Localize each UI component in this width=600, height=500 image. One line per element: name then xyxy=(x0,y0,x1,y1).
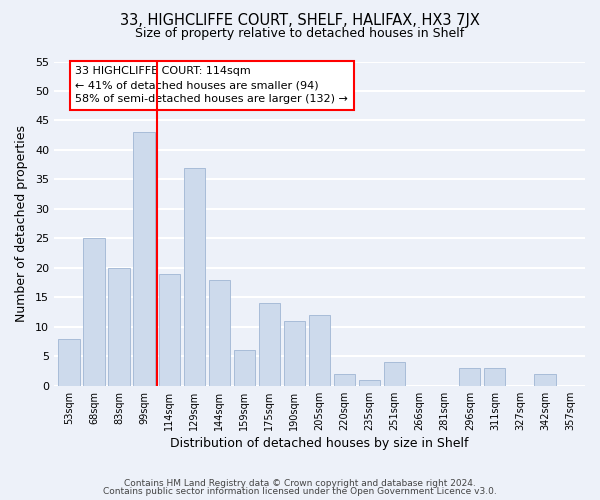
Bar xyxy=(109,268,130,386)
Bar xyxy=(334,374,355,386)
Bar xyxy=(359,380,380,386)
Text: Contains public sector information licensed under the Open Government Licence v3: Contains public sector information licen… xyxy=(103,487,497,496)
Text: Size of property relative to detached houses in Shelf: Size of property relative to detached ho… xyxy=(136,28,464,40)
Bar xyxy=(184,168,205,386)
Bar xyxy=(284,321,305,386)
Bar xyxy=(309,315,330,386)
Bar xyxy=(83,238,104,386)
Bar xyxy=(534,374,556,386)
Y-axis label: Number of detached properties: Number of detached properties xyxy=(15,125,28,322)
Bar xyxy=(259,304,280,386)
Bar xyxy=(58,338,80,386)
Bar xyxy=(233,350,255,386)
Bar xyxy=(133,132,155,386)
Bar xyxy=(158,274,180,386)
Bar xyxy=(459,368,481,386)
Text: Contains HM Land Registry data © Crown copyright and database right 2024.: Contains HM Land Registry data © Crown c… xyxy=(124,478,476,488)
Text: 33, HIGHCLIFFE COURT, SHELF, HALIFAX, HX3 7JX: 33, HIGHCLIFFE COURT, SHELF, HALIFAX, HX… xyxy=(120,12,480,28)
Bar xyxy=(209,280,230,386)
X-axis label: Distribution of detached houses by size in Shelf: Distribution of detached houses by size … xyxy=(170,437,469,450)
Bar xyxy=(484,368,505,386)
Text: 33 HIGHCLIFFE COURT: 114sqm
← 41% of detached houses are smaller (94)
58% of sem: 33 HIGHCLIFFE COURT: 114sqm ← 41% of det… xyxy=(75,66,348,104)
Bar xyxy=(384,362,405,386)
